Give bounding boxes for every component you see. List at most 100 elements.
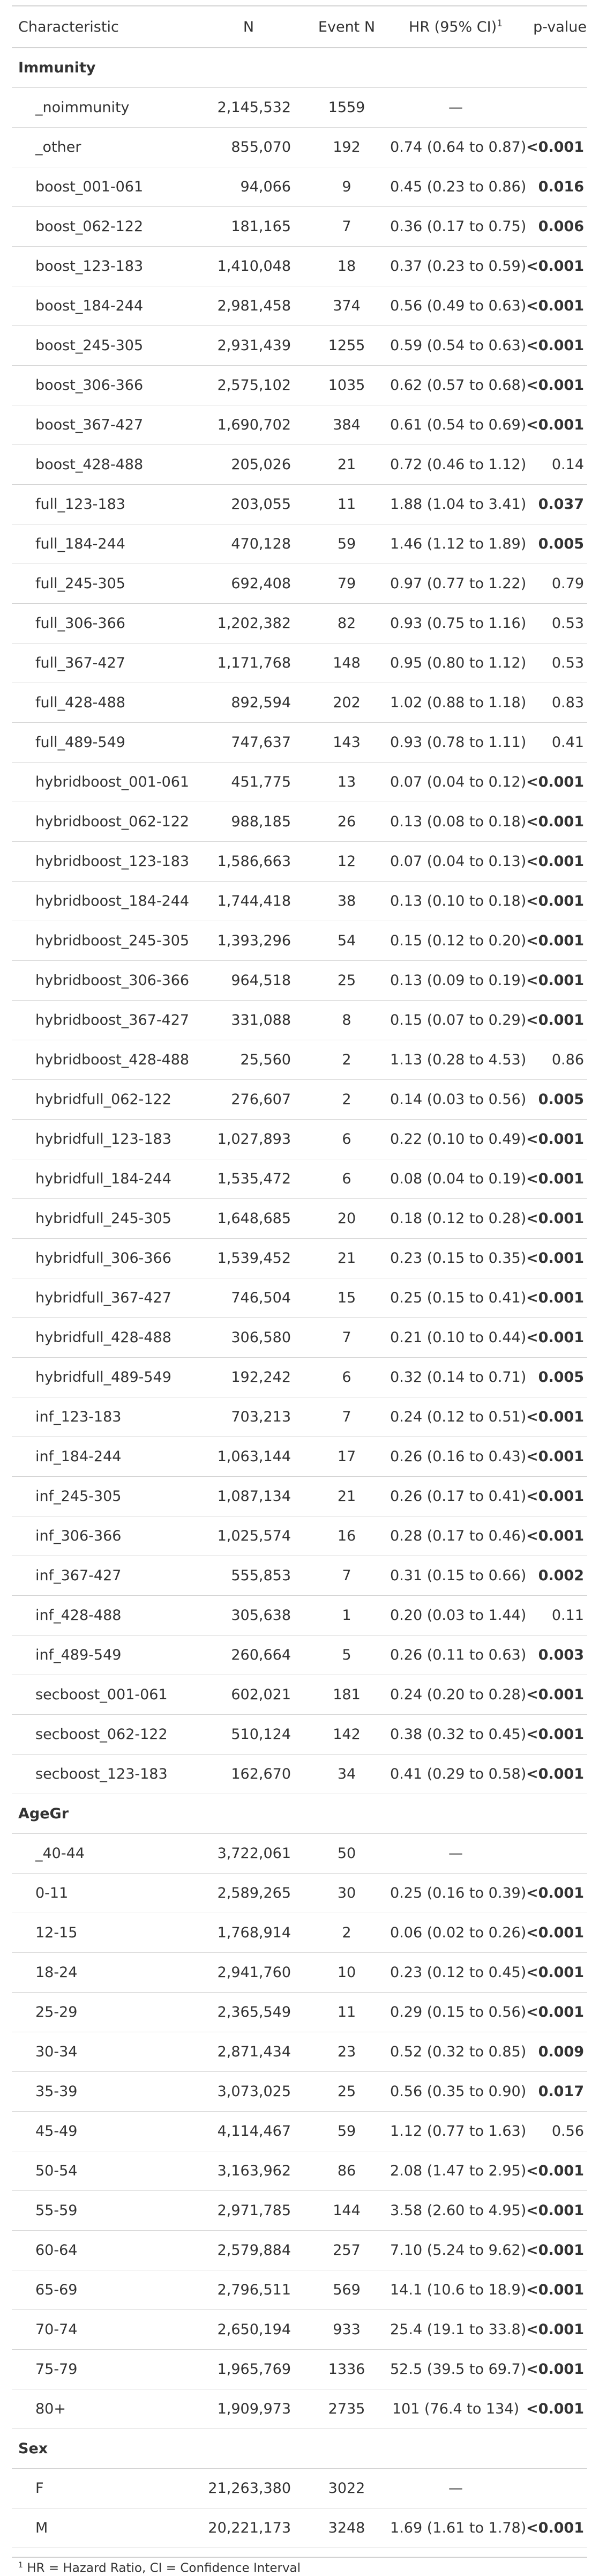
level-label: inf_306-366 [12,1516,193,1556]
hr-ci-value: 0.07 (0.04 to 0.12) [390,762,526,802]
level-label: hybridfull_245-305 [12,1198,193,1239]
p-value: <0.001 [522,1754,587,1794]
n-value: 205,026 [193,445,304,485]
event-n-value: 7 [304,1317,390,1358]
event-n-value: 569 [304,2270,390,2310]
n-value: 331,088 [193,1000,304,1040]
event-n-value: 1 [304,1595,390,1635]
event-n-value: 2 [304,1913,390,1953]
event-n-value: 54 [304,921,390,961]
level-label: inf_428-488 [12,1595,193,1635]
table-row: F 21,263,380 3022— [12,2468,587,2508]
group-empty-cell [193,48,304,88]
hr-ci-value: 1.02 (0.88 to 1.18) [390,683,526,723]
event-n-value: 17 [304,1437,390,1477]
p-value: <0.001 [522,1238,587,1278]
hr-ci-value: 7.10 (5.24 to 9.62) [390,2230,526,2270]
hr-ci-value: 0.36 (0.17 to 0.75) [390,206,526,247]
n-value: 1,744,418 [193,881,304,921]
p-value: <0.001 [522,1317,587,1358]
table-row: 65-69 2,796,511 569 14.1 (10.6 to 18.9) <0.0… [12,2270,587,2310]
p-value: <0.001 [522,1278,587,1318]
hr-ci-value: 0.95 (0.80 to 1.12) [390,643,526,683]
group-empty-cell [522,1794,587,1834]
p-value: 0.005 [522,524,587,564]
n-value: 4,114,467 [193,2111,304,2151]
p-value [522,1833,587,1874]
p-value: 0.56 [522,2111,587,2151]
level-label: full_245-305 [12,564,193,604]
hr-ci-value: 0.23 (0.15 to 0.35) [390,1238,526,1278]
level-label: hybridboost_001-061 [12,762,193,802]
n-value: 2,589,265 [193,1873,304,1913]
p-value: 0.016 [522,167,587,207]
event-n-value: 21 [304,1238,390,1278]
table-row: 75-79 1,965,769 1336 52.5 (39.5 to 69.7) <0.… [12,2349,587,2389]
table-row: inf_489-549 260,664 5 0.26 (0.11 to 0.63) 0.… [12,1635,587,1675]
p-value: <0.001 [522,286,587,326]
n-value: 21,263,380 [193,2468,304,2508]
level-label: inf_184-244 [12,1437,193,1477]
level-label: boost_001-061 [12,167,193,207]
level-label: hybridboost_062-122 [12,802,193,842]
level-label: M [12,2508,193,2548]
n-value: 1,087,134 [193,1476,304,1516]
event-n-value: 1336 [304,2349,390,2389]
event-n-value: 1255 [304,325,390,366]
hr-ci-value: 0.56 (0.35 to 0.90) [390,2071,526,2112]
p-value: <0.001 [522,2190,587,2231]
level-label: full_306-366 [12,603,193,643]
hr-ci-value: 0.59 (0.54 to 0.63) [390,325,526,366]
hr-ci-value: 0.93 (0.75 to 1.16) [390,603,526,643]
table-row: 35-39 3,073,025 25 0.56 (0.35 to 0.90) 0.017 [12,2071,587,2112]
hr-ci-value: 0.18 (0.12 to 0.28) [390,1198,526,1239]
level-label: inf_123-183 [12,1397,193,1437]
p-value: <0.001 [522,2270,587,2310]
n-value: 25,560 [193,1040,304,1080]
level-label: secboost_001-061 [12,1675,193,1715]
table-row: boost_184-244 2,981,458 374 0.56 (0.49 to 0… [12,286,587,326]
n-value: 3,163,962 [193,2151,304,2191]
table-row: boost_062-122 181,165 7 0.36 (0.17 to 0.75)… [12,206,587,247]
event-n-value: 933 [304,2309,390,2350]
n-value: 2,796,511 [193,2270,304,2310]
n-value: 746,504 [193,1278,304,1318]
level-label: hybridboost_123-183 [12,841,193,882]
group-empty-cell [522,2429,587,2469]
event-n-value: 6 [304,1159,390,1199]
n-value: 203,055 [193,484,304,524]
table-row: secboost_062-122 510,124 142 0.38 (0.32 to … [12,1714,587,1755]
event-n-value: 12 [304,841,390,882]
n-value: 181,165 [193,206,304,247]
p-value: <0.001 [522,246,587,286]
level-label: full_489-549 [12,722,193,763]
event-n-value: 1559 [304,87,390,128]
level-label: secboost_123-183 [12,1754,193,1794]
p-value: <0.001 [522,1873,587,1913]
event-n-value: 34 [304,1754,390,1794]
n-value: 2,650,194 [193,2309,304,2350]
level-label: 55-59 [12,2190,193,2231]
table-row: full_184-244 470,128 59 1.46 (1.12 to 1.89)… [12,524,587,564]
table-row: 70-74 2,650,194 933 25.4 (19.1 to 33.8) <0.0… [12,2309,587,2350]
hr-ci-value: 0.20 (0.03 to 1.44) [390,1595,526,1635]
p-value: 0.002 [522,1556,587,1596]
hr-ci-value: 1.88 (1.04 to 3.41) [390,484,526,524]
p-value: <0.001 [522,802,587,842]
p-value: 0.11 [522,1595,587,1635]
table-row: M 20,221,173 3248 1.69 (1.61 to 1.78) <0.001 [12,2508,587,2548]
event-n-value: 11 [304,484,390,524]
n-value: 1,063,144 [193,1437,304,1477]
level-label: boost_367-427 [12,405,193,445]
level-label: boost_123-183 [12,246,193,286]
p-value: 0.006 [522,206,587,247]
level-label: 25-29 [12,1992,193,2032]
p-value: <0.001 [522,2151,587,2191]
event-n-value: 192 [304,127,390,167]
level-label: hybridboost_245-305 [12,921,193,961]
hr-ci-value: 0.93 (0.78 to 1.11) [390,722,526,763]
hr-ci-value: 0.23 (0.12 to 0.45) [390,1952,526,1993]
group-empty-cell [390,48,522,88]
hr-ci-value: 0.14 (0.03 to 0.56) [390,1079,526,1120]
